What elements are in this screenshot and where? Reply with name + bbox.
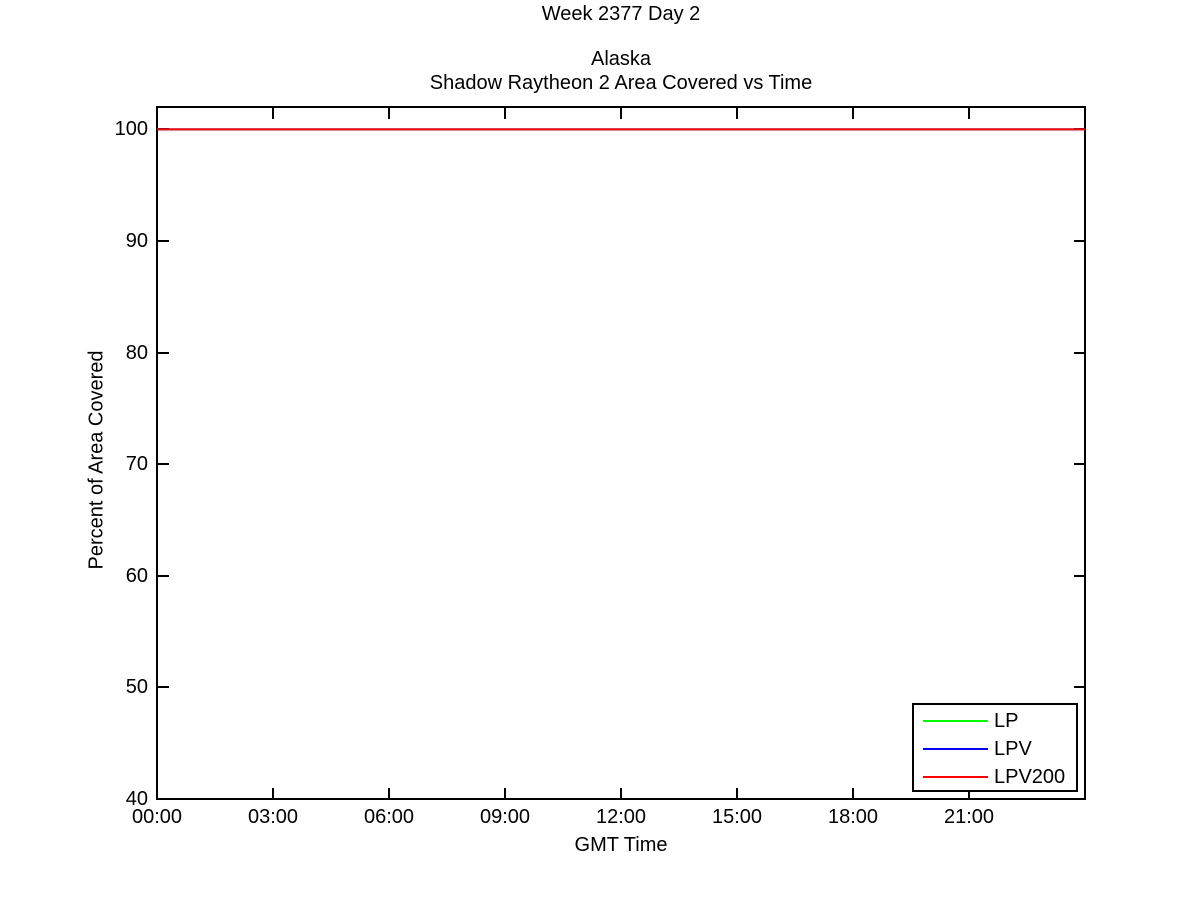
y-tick-mark-left xyxy=(158,128,169,130)
x-tick-label: 00:00 xyxy=(131,806,183,828)
x-tick-mark-top xyxy=(388,108,390,119)
legend-item-lp: LP xyxy=(914,707,1076,735)
x-tick-label: 12:00 xyxy=(595,806,647,828)
x-tick-mark-bottom xyxy=(504,788,506,799)
y-tick-label: 50 xyxy=(125,676,148,698)
legend-item-label: LP xyxy=(994,709,1019,732)
y-tick-label: 80 xyxy=(125,342,148,364)
x-tick-label: 06:00 xyxy=(363,806,415,828)
x-axis-label: GMT Time xyxy=(574,834,668,856)
y-tick-label: 40 xyxy=(125,788,148,810)
x-tick-mark-top xyxy=(736,108,738,119)
x-tick-mark-bottom xyxy=(852,788,854,799)
y-tick-mark-right xyxy=(1074,686,1085,688)
x-tick-mark-bottom xyxy=(272,788,274,799)
y-tick-mark-left xyxy=(158,686,169,688)
x-tick-label: 03:00 xyxy=(247,806,299,828)
legend-item-lpv200: LPV200 xyxy=(914,763,1076,791)
x-tick-label: 21:00 xyxy=(943,806,995,828)
y-tick-label: 70 xyxy=(125,453,148,475)
legend-box: LP LPV LPV200 xyxy=(912,703,1078,792)
legend-item-label: LPV xyxy=(994,737,1032,760)
y-tick-label: 100 xyxy=(114,118,148,140)
x-tick-mark-bottom xyxy=(736,788,738,799)
plot-area xyxy=(156,106,1086,800)
x-tick-mark-bottom xyxy=(968,788,970,799)
chart-subtitle-line2: Shadow Raytheon 2 Area Covered vs Time xyxy=(429,72,813,94)
x-tick-label: 09:00 xyxy=(479,806,531,828)
x-tick-mark-top xyxy=(156,108,158,119)
y-tick-mark-left xyxy=(158,575,169,577)
legend-line-sample xyxy=(923,776,988,778)
chart-subtitle-line1: Alaska xyxy=(590,48,652,70)
y-tick-mark-right xyxy=(1074,798,1085,800)
legend-line-sample xyxy=(923,748,988,750)
legend-item-label: LPV200 xyxy=(994,765,1066,788)
x-tick-label: 15:00 xyxy=(711,806,763,828)
y-tick-mark-right xyxy=(1074,575,1085,577)
y-tick-mark-left xyxy=(158,463,169,465)
y-tick-mark-left xyxy=(158,798,169,800)
x-tick-mark-top xyxy=(852,108,854,119)
x-tick-mark-top xyxy=(620,108,622,119)
y-tick-mark-right xyxy=(1074,463,1085,465)
y-tick-mark-right xyxy=(1074,240,1085,242)
y-tick-mark-left xyxy=(158,352,169,354)
x-tick-mark-top xyxy=(272,108,274,119)
y-tick-mark-right xyxy=(1074,128,1085,130)
x-tick-mark-top xyxy=(504,108,506,119)
x-tick-mark-bottom xyxy=(620,788,622,799)
y-tick-label: 60 xyxy=(125,565,148,587)
x-tick-mark-bottom xyxy=(388,788,390,799)
legend-line-sample xyxy=(923,720,988,722)
chart-title: Week 2377 Day 2 xyxy=(541,3,701,25)
y-tick-mark-right xyxy=(1074,352,1085,354)
x-tick-label: 18:00 xyxy=(827,806,879,828)
y-tick-label: 90 xyxy=(125,230,148,252)
x-tick-mark-bottom xyxy=(156,788,158,799)
x-tick-mark-top xyxy=(968,108,970,119)
y-tick-mark-left xyxy=(158,240,169,242)
legend-item-lpv: LPV xyxy=(914,735,1076,763)
